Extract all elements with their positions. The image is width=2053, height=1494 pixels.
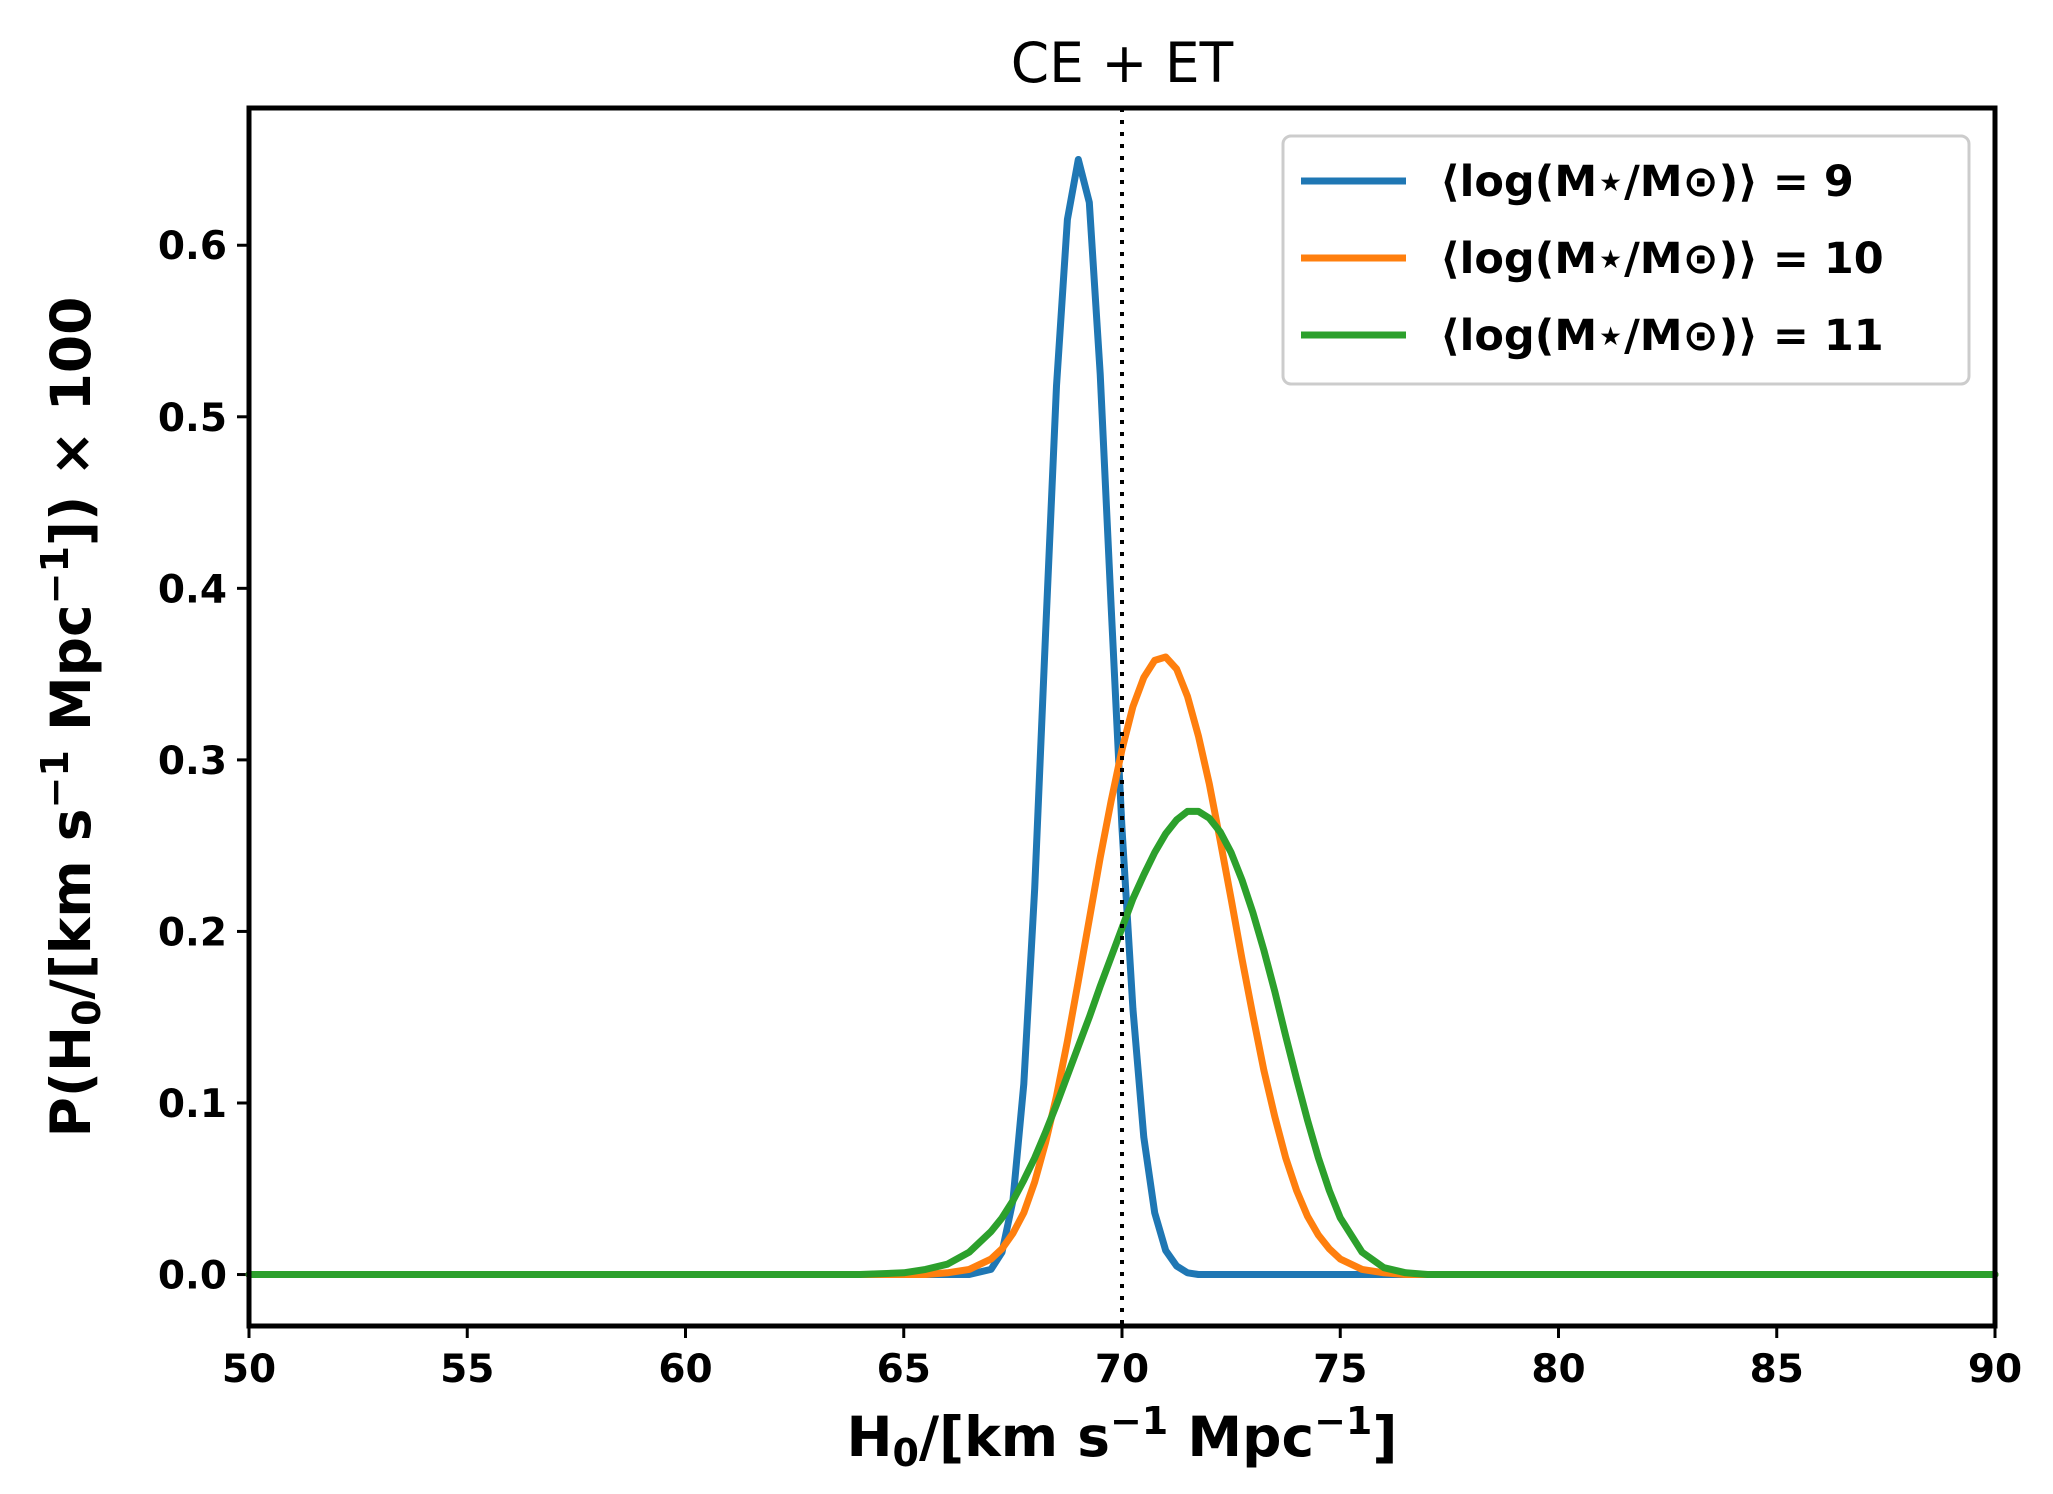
y-tick-label: 0.5 xyxy=(158,396,227,441)
series-line-3 xyxy=(245,807,1999,1278)
x-tick-label: 70 xyxy=(1095,1347,1149,1392)
y-axis-label: P(H0​/[km s−1​ Mpc−1​]) × 100 xyxy=(33,297,109,1138)
x-tick-label: 60 xyxy=(658,1347,712,1392)
y-tick-label: 0.2 xyxy=(158,910,227,955)
legend-entry: ⟨log(M⋆/M⊙)⟩ = 10 xyxy=(1440,234,1884,284)
legend-box xyxy=(1281,134,1971,386)
series-lines xyxy=(245,156,1999,1278)
x-tick-label: 85 xyxy=(1750,1347,1804,1392)
plot-frame xyxy=(246,105,1998,1329)
legend: ⟨log(M⋆/M⊙)⟩ = 9 ⟨log(M⋆/M⊙)⟩ = 10 ⟨log(M⋆… xyxy=(1281,134,1971,386)
x-tick-label: 65 xyxy=(877,1347,931,1392)
legend-entry: ⟨log(M⋆/M⊙)⟩ = 11 xyxy=(1440,311,1884,361)
y-tick-label: 0.3 xyxy=(158,739,227,784)
y-tick-label: 0.0 xyxy=(158,1254,227,1299)
y-tick-label: 0.4 xyxy=(158,567,227,612)
y-tick-label: 0.6 xyxy=(158,224,227,269)
legend-entry: ⟨log(M⋆/M⊙)⟩ = 9 xyxy=(1440,157,1854,207)
series-line-2 xyxy=(245,653,1999,1278)
x-axis-label: H0​/[km s−1​ Mpc−1​] xyxy=(846,1399,1397,1475)
x-axis-ticks: 50 55 60 65 70 75 80 85 90 xyxy=(222,1326,2022,1392)
y-tick-label: 0.1 xyxy=(158,1082,227,1127)
x-tick-label: 50 xyxy=(222,1347,276,1392)
x-tick-label: 75 xyxy=(1313,1347,1367,1392)
x-tick-label: 90 xyxy=(1968,1347,2022,1392)
x-tick-label: 80 xyxy=(1531,1347,1585,1392)
series-line-1 xyxy=(245,156,1999,1278)
chart-title: CE + ET xyxy=(1011,31,1234,95)
y-axis-ticks: 0.0 0.1 0.2 0.3 0.4 0.5 0.6 xyxy=(158,224,249,1299)
x-tick-label: 55 xyxy=(440,1347,494,1392)
